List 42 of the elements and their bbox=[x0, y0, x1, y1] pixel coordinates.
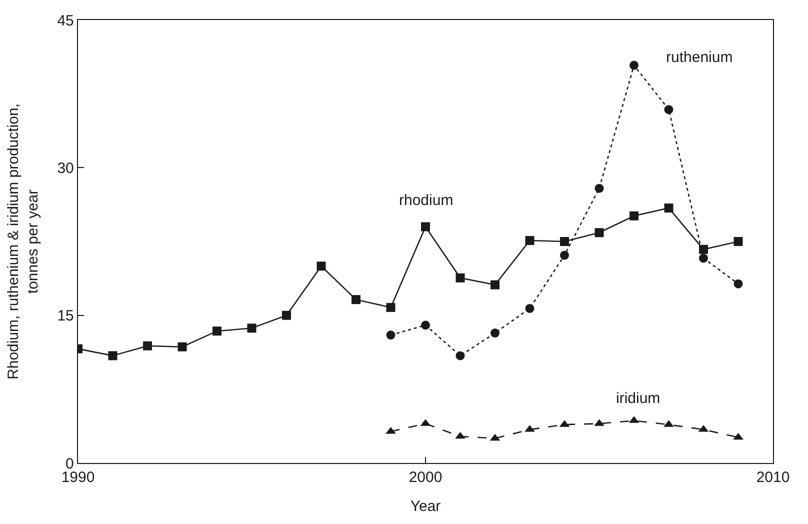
point bbox=[108, 351, 118, 360]
point bbox=[456, 273, 465, 282]
point bbox=[316, 262, 326, 271]
point bbox=[386, 302, 396, 312]
point bbox=[212, 326, 222, 336]
y-tick-label: 15 bbox=[57, 308, 74, 325]
point bbox=[352, 295, 360, 304]
point bbox=[699, 244, 708, 254]
point bbox=[282, 310, 291, 320]
point bbox=[525, 236, 534, 246]
point bbox=[178, 342, 187, 352]
point bbox=[734, 237, 743, 246]
x-tick-label: 2010 bbox=[756, 469, 790, 486]
point bbox=[143, 341, 152, 350]
point bbox=[247, 324, 256, 333]
y-tick-label: 45 bbox=[57, 12, 74, 30]
series-label: ruthenium bbox=[666, 49, 733, 66]
point bbox=[386, 330, 396, 340]
point bbox=[421, 222, 430, 232]
x-tick-label: 2000 bbox=[408, 469, 442, 486]
point bbox=[455, 432, 466, 439]
point bbox=[594, 228, 604, 238]
point bbox=[630, 60, 638, 70]
point bbox=[733, 432, 744, 440]
point bbox=[734, 279, 743, 288]
series-label: rhodium bbox=[399, 192, 454, 209]
x-axis-title: Year bbox=[410, 498, 441, 516]
series-label: iridium bbox=[616, 390, 660, 407]
point bbox=[456, 351, 465, 360]
point bbox=[490, 280, 500, 290]
point bbox=[490, 328, 500, 338]
y-tick-label: 30 bbox=[57, 160, 74, 177]
point bbox=[560, 237, 569, 246]
point bbox=[594, 184, 604, 193]
point bbox=[560, 250, 569, 260]
point bbox=[421, 320, 430, 330]
point bbox=[664, 105, 674, 114]
point bbox=[525, 304, 534, 313]
point bbox=[630, 211, 638, 220]
y-axis-title: Rhodium, ruthenium & iridium production, tonnes per year bbox=[4, 104, 42, 380]
point bbox=[664, 204, 674, 213]
point bbox=[699, 254, 708, 263]
